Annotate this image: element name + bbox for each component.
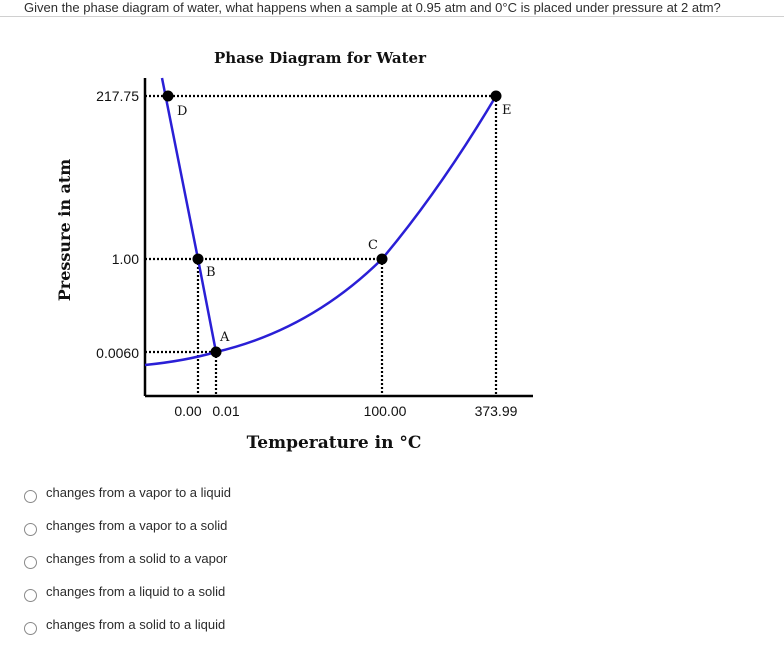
point-e-marker — [490, 90, 502, 102]
phase-curves — [144, 77, 498, 367]
x-tick-label: 373.99 — [475, 403, 518, 419]
point-b-label: B — [206, 265, 216, 280]
radio-button[interactable] — [24, 622, 37, 635]
point-c-marker — [376, 253, 388, 265]
point-d-marker — [162, 90, 174, 102]
point-a-marker — [210, 346, 222, 358]
point-a-label: A — [219, 330, 230, 345]
radio-button[interactable] — [24, 490, 37, 503]
x-axis-label: Temperature in °C — [247, 433, 422, 453]
point-d-label: D — [177, 104, 187, 119]
axes — [143, 78, 533, 398]
radio-button[interactable] — [24, 589, 37, 602]
melting-curve — [160, 77, 218, 353]
answer-option[interactable]: changes from a solid to a liquid — [24, 616, 324, 636]
answer-option-label: changes from a solid to a vapor — [46, 551, 228, 566]
answer-option-label: changes from a liquid to a solid — [46, 584, 226, 599]
y-tick-label: 1.00 — [112, 251, 139, 267]
guide-lines — [145, 94, 498, 396]
y-axis-label: Pressure in atm — [55, 159, 74, 302]
y-tick-label: 217.75 — [96, 88, 139, 104]
point-e-label: E — [502, 103, 512, 118]
radio-button[interactable] — [24, 556, 37, 569]
phase-diagram: Phase Diagram for Water Pressure in atm … — [55, 49, 533, 453]
answer-option[interactable]: changes from a vapor to a solid — [24, 517, 324, 537]
y-tick-label: 0.0060 — [96, 345, 139, 361]
diagram-title: Phase Diagram for Water — [214, 49, 427, 67]
answer-option-label: changes from a solid to a liquid — [46, 617, 226, 632]
answer-option[interactable]: changes from a solid to a vapor — [24, 550, 324, 570]
answer-option[interactable]: changes from a vapor to a liquid — [24, 484, 324, 504]
sublimation-curve — [144, 350, 217, 367]
answer-option[interactable]: changes from a liquid to a solid — [24, 583, 324, 603]
point-b-marker — [192, 253, 204, 265]
vaporization-curve — [215, 95, 498, 354]
point-c-label: C — [368, 238, 378, 253]
answer-option-label: changes from a vapor to a liquid — [46, 485, 231, 500]
point-markers — [162, 90, 502, 358]
x-tick-label: 0.01 — [212, 403, 239, 419]
x-tick-label: 0.00 — [174, 403, 201, 419]
answer-option-label: changes from a vapor to a solid — [46, 518, 228, 533]
x-tick-label: 100.00 — [364, 403, 407, 419]
radio-button[interactable] — [24, 523, 37, 536]
question-text: Given the phase diagram of water, what h… — [0, 0, 784, 17]
